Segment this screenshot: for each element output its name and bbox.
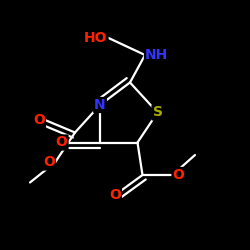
Text: N: N	[94, 98, 106, 112]
Text: HO: HO	[84, 30, 108, 44]
Text: NH: NH	[145, 48, 168, 62]
Text: O: O	[172, 168, 184, 182]
Text: S: S	[152, 106, 162, 120]
Text: O: O	[56, 136, 68, 149]
Text: O: O	[43, 156, 55, 170]
Text: O: O	[33, 113, 45, 127]
Text: O: O	[109, 188, 121, 202]
